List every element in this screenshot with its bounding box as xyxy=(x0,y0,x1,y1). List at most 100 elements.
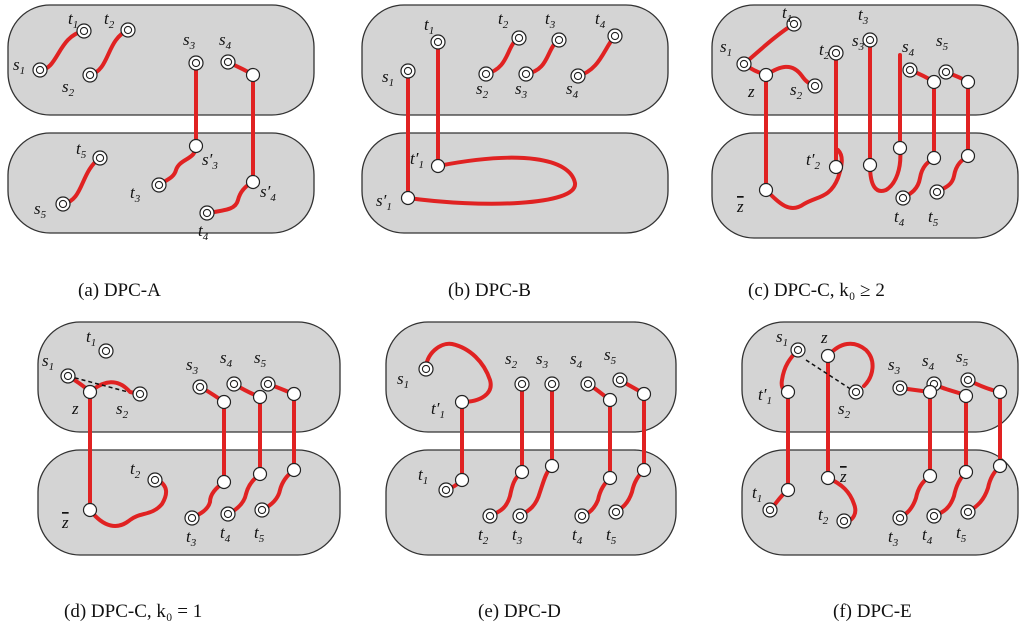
node-s5 xyxy=(260,376,276,392)
node-t2 xyxy=(147,472,163,488)
node-c5 xyxy=(636,462,652,478)
path-s4 xyxy=(901,68,936,200)
node-c1 xyxy=(454,472,470,488)
node-v4 xyxy=(926,74,942,90)
label-s4: s4 xyxy=(570,349,583,371)
node-t2-prime xyxy=(828,159,844,175)
label-t1: t1 xyxy=(782,3,792,25)
node-s5 xyxy=(938,64,954,80)
caption-d: (d) DPC-C, k₀ = 1 xyxy=(64,601,202,622)
path-s4 xyxy=(580,382,612,518)
node-s4 xyxy=(902,62,918,78)
node-c3 xyxy=(216,474,232,490)
node-v5 xyxy=(992,384,1008,400)
label-s1: s1 xyxy=(382,67,394,89)
node-s3 xyxy=(188,55,204,71)
dashed-edge xyxy=(67,375,129,393)
label-s2: s2 xyxy=(505,349,518,371)
node-zbar xyxy=(820,470,836,486)
label-t3: t3 xyxy=(858,5,869,27)
label-s4: s4 xyxy=(219,30,232,52)
upper-region xyxy=(385,321,677,433)
node-s4 xyxy=(580,376,596,392)
node-s1 xyxy=(32,62,48,78)
path-s5 xyxy=(614,378,646,514)
caption-e: (e) DPC-D xyxy=(478,601,561,622)
node-z xyxy=(82,384,98,400)
label-t5: t5 xyxy=(956,523,967,545)
label-t4: t4 xyxy=(922,525,933,547)
label-s2: s2 xyxy=(476,79,489,101)
label-s3: s3 xyxy=(186,355,199,377)
label-s3: s3 xyxy=(536,349,549,371)
node-s2 xyxy=(514,376,530,392)
path-s5a xyxy=(932,382,968,518)
node-s4 xyxy=(226,376,242,392)
label-t4: t4 xyxy=(572,525,583,547)
lower-region xyxy=(711,132,1019,239)
label-t3: t3 xyxy=(130,183,141,205)
label-t4: t4 xyxy=(198,221,209,243)
node-t1 xyxy=(430,34,446,50)
label-s5: s5 xyxy=(604,345,617,367)
label-t3: t3 xyxy=(545,9,556,31)
node-c3 xyxy=(544,458,560,474)
path-s1-t1prime xyxy=(424,341,493,404)
label-s1: s1 xyxy=(42,351,54,373)
node-c4 xyxy=(602,470,618,486)
label-s1: s1 xyxy=(720,37,732,59)
node-v5 xyxy=(286,386,302,402)
node-s2 xyxy=(82,67,98,83)
node-s2 xyxy=(848,384,864,400)
node-s1 xyxy=(790,342,806,358)
node-c5 xyxy=(992,458,1008,474)
node-t1-prime xyxy=(454,394,470,410)
label-t1-prime: t′1 xyxy=(431,399,445,421)
path-t1-t1prime xyxy=(406,40,577,206)
node-s3 xyxy=(892,380,908,396)
path-s3 xyxy=(190,385,226,520)
label-t1: t1 xyxy=(418,465,428,487)
path-s5b xyxy=(966,378,1002,514)
node-t1 xyxy=(438,482,454,498)
node-c4 xyxy=(958,464,974,480)
lower-region xyxy=(385,449,677,556)
node-c3 xyxy=(922,468,938,484)
caption-f: (f) DPC-E xyxy=(833,601,912,622)
node-s2 xyxy=(807,78,823,94)
node-z xyxy=(820,348,836,364)
node-t3 xyxy=(184,510,200,526)
node-t1 xyxy=(762,502,778,518)
label-t2: t2 xyxy=(478,525,489,547)
label-t5: t5 xyxy=(76,139,87,161)
label-s3-prime: s′3 xyxy=(202,150,218,172)
dashed-edge xyxy=(805,359,853,391)
label-zbar: z xyxy=(736,197,744,216)
label-zbar: z xyxy=(61,513,69,532)
node-v3 xyxy=(216,394,232,410)
node-t1 xyxy=(98,343,114,359)
label-t2: t2 xyxy=(819,40,830,62)
label-s2: s2 xyxy=(116,399,129,421)
label-t3: t3 xyxy=(888,527,899,549)
node-t4 xyxy=(607,28,623,44)
path-s5 xyxy=(935,70,970,194)
node-t2 xyxy=(828,45,844,61)
label-s2: s2 xyxy=(838,399,851,421)
node-t3 xyxy=(512,508,528,524)
node-t4 xyxy=(220,506,236,522)
label-t1: t1 xyxy=(86,327,96,349)
node-t5 xyxy=(608,504,624,520)
panel-f: s1 z t′1 s2 s3 s4 s5 z t1 t2 t3 t4 t5 (f… xyxy=(741,321,1019,622)
label-s4: s4 xyxy=(922,351,935,373)
label-t3: t3 xyxy=(186,527,197,549)
label-s1: s1 xyxy=(776,327,788,349)
label-s5: s5 xyxy=(254,348,267,370)
node-t2 xyxy=(511,30,527,46)
node-s4-prime xyxy=(245,174,261,190)
node-t4 xyxy=(895,190,911,206)
node-v3 xyxy=(922,384,938,400)
node-c1 xyxy=(780,482,796,498)
label-s3: s3 xyxy=(183,30,196,52)
node-s1 xyxy=(736,56,752,72)
